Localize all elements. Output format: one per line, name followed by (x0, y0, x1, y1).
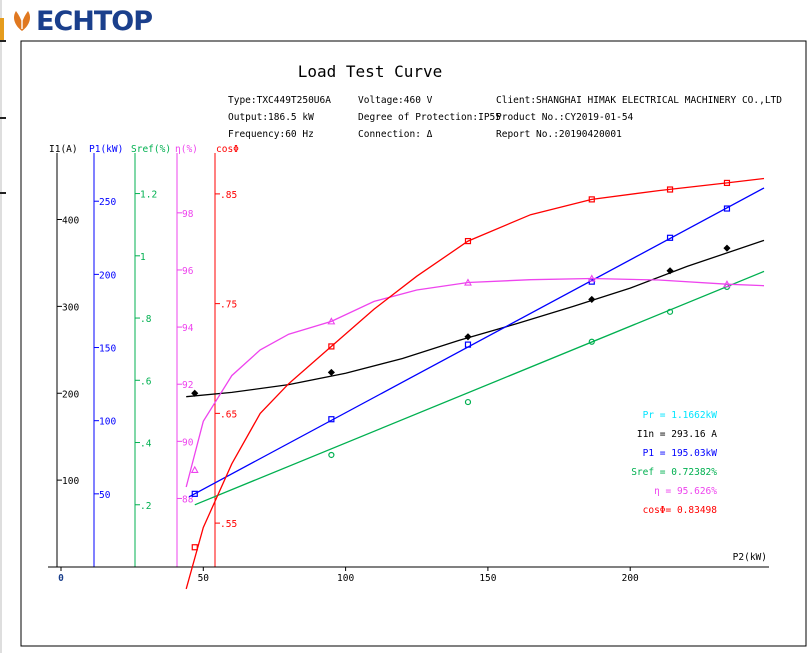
x-tick-label-3: 150 (479, 573, 496, 584)
info-col3-line-2: Report No.:20190420001 (496, 129, 622, 140)
chart-title: Load Test Curve (298, 62, 443, 81)
axis-tick-label-eta-5: 98 (182, 209, 194, 220)
axis-tick-label-eta-4: 96 (182, 266, 194, 277)
axis-tick-label-i1-0: 100 (62, 476, 79, 487)
series-2-point-2 (588, 338, 595, 345)
series-line-3 (185, 277, 765, 488)
x-tick-label-1: 50 (198, 573, 210, 584)
axis-tick-label-cos-2: .75 (220, 300, 237, 311)
x-tick-label-0: 0 (58, 573, 64, 584)
left-tick-1 (0, 40, 6, 42)
axis-tick-label-eta-1: 90 (182, 437, 194, 448)
series-4-point-3 (588, 196, 595, 203)
left-tick-3 (0, 192, 6, 194)
series-3-point-3 (587, 274, 596, 282)
axis-tick-label-cos-0: .55 (220, 519, 237, 530)
series-line-4 (185, 177, 765, 590)
series-line-1 (188, 187, 765, 498)
series-1-point-0 (191, 490, 198, 497)
series-0-point-1 (327, 368, 335, 376)
left-border (0, 0, 2, 653)
axis-tick-label-p1-4: 250 (99, 197, 116, 208)
info-col3-line-0: Client:SHANGHAI HIMAK ELECTRICAL MACHINE… (496, 95, 782, 106)
axis-tick-label-cos-3: .85 (220, 190, 237, 201)
axis-tick-label-p1-0: 50 (99, 490, 111, 501)
series-2-point-3 (666, 308, 674, 315)
axis-tick-label-p1-1: 100 (99, 417, 116, 428)
brand-logo: ECHTOP (10, 5, 153, 37)
series-4-point-4 (666, 186, 674, 193)
axis-tick-label-sref-5: 1.2 (140, 190, 157, 201)
series-3-point-2 (464, 278, 472, 286)
info-col1-line-1: Output:186.5 kW (228, 112, 314, 123)
result-line-3: Sref = 0.72382% (631, 467, 717, 478)
orange-tab (0, 18, 4, 40)
results-block: Pr = 1.1662kW I1n = 293.16 A P1 = 195.03kW… (631, 410, 717, 516)
curves-group (185, 177, 765, 590)
brand-name: ECHTOP (36, 5, 153, 37)
axis-tick-label-p1-2: 150 (99, 344, 116, 355)
series-1-point-2 (464, 341, 472, 348)
series-3-point-0 (190, 465, 199, 473)
series-2-point-1 (464, 398, 472, 406)
result-line-4: η = 95.626% (654, 486, 717, 497)
info-col1-line-0: Type:TXC449T250U6A (228, 95, 331, 106)
series-1-point-4 (666, 234, 674, 241)
series-1-point-5 (723, 205, 731, 212)
series-0-point-0 (191, 389, 199, 397)
result-line-1: I1n = 293.16 A (637, 429, 717, 440)
axis-tick-label-i1-2: 300 (62, 302, 79, 313)
result-line-2: P1 = 195.03kW (643, 448, 718, 459)
info-col1-line-2: Frequency:60 Hz (228, 129, 314, 140)
axis-tick-label-eta-0: 88 (182, 494, 194, 505)
axis-tick-label-i1-1: 200 (62, 389, 79, 400)
axis-tick-label-p1-3: 200 (99, 270, 116, 281)
series-3-point-4 (723, 280, 731, 288)
x-axis-label: P2(kW) (733, 552, 767, 563)
x-tick-label-4: 200 (622, 573, 639, 584)
series-line-0 (186, 239, 765, 398)
axis-tick-label-sref-4: 1 (140, 252, 146, 263)
left-tick-2 (0, 117, 6, 119)
info-col3-line-1: Product No.:CY2019-01-54 (496, 112, 634, 123)
axis-tick-label-sref-2: .6 (140, 376, 152, 387)
leaf-logo-icon (14, 11, 30, 31)
info-col2-line-1: Degree of Protection:IP55 (358, 112, 501, 123)
series-4-point-1 (328, 343, 335, 350)
chart-border (20, 40, 807, 647)
series-0-point-3 (588, 295, 596, 303)
axis-label-i1: I1(A) (49, 144, 78, 155)
result-line-5: cosΦ= 0.83498 (643, 505, 718, 516)
series-4-point-2 (464, 237, 472, 245)
axes-group: I1(A) 100 200 300 400 P1(kW) 50 100 150 200 250 Sre… (49, 144, 239, 567)
axis-label-eta: η(%) (175, 144, 198, 155)
series-0-point-5 (723, 244, 731, 252)
series-line-2 (194, 270, 765, 506)
info-block: Type:TXC449T250U6A Output:186.5 kW Frequen… (228, 95, 782, 140)
result-line-0: Pr = 1.1662kW (643, 410, 718, 421)
axis-tick-label-eta-2: 92 (182, 380, 193, 391)
series-1-point-1 (328, 416, 335, 423)
axis-tick-label-sref-1: .4 (140, 439, 152, 450)
info-col2-line-2: Connection: Δ (358, 129, 433, 140)
axis-tick-label-sref-0: .2 (140, 501, 151, 512)
axis-tick-label-i1-3: 400 (62, 216, 79, 227)
axis-label-cos: cosΦ (216, 144, 239, 155)
axis-label-p1: P1(kW) (89, 144, 123, 155)
series-2-point-0 (328, 451, 335, 459)
x-axis-group: 0 50 100 150 200 P2(kW) (48, 552, 769, 584)
series-0-point-4 (666, 267, 674, 275)
series-3-point-1 (327, 317, 336, 325)
series-4-point-5 (723, 179, 731, 187)
series-0-point-2 (464, 333, 472, 341)
info-col2-line-0: Voltage:460 V (358, 95, 433, 106)
series-4-point-0 (191, 544, 198, 551)
axis-tick-label-cos-1: .65 (220, 409, 237, 420)
axis-label-sref: Sref(%) (131, 144, 171, 155)
x-tick-label-2: 100 (337, 573, 354, 584)
axis-tick-label-eta-3: 94 (182, 323, 194, 334)
axis-tick-label-sref-3: .8 (140, 314, 152, 325)
